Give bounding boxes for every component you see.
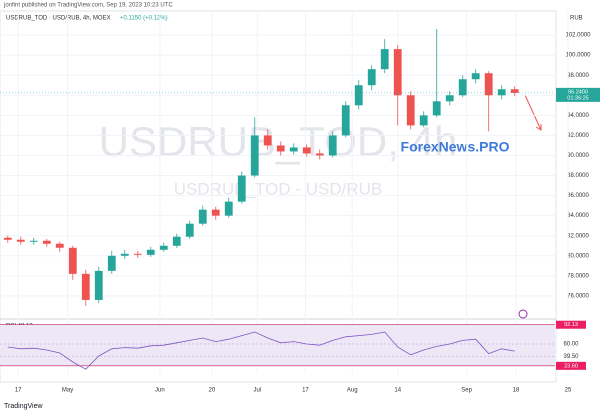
y-tick-label: 78.0000 (567, 273, 589, 279)
candle-body (198, 209, 207, 224)
forecast-arrow-head (535, 124, 542, 131)
x-tick-label: Jul (254, 388, 262, 394)
candle-body (250, 135, 259, 176)
candle-body (471, 73, 480, 80)
y-tick-label: 80.0000 (567, 253, 589, 259)
header: jonfint published on TradingView.com, Se… (3, 3, 173, 9)
candle-body (3, 237, 12, 240)
candle-body (94, 270, 103, 300)
candle-body (81, 273, 90, 300)
price-tag-countdown: 01:36:25 (567, 95, 588, 101)
forecast-arrow (524, 94, 542, 131)
candle-body (510, 89, 519, 93)
rsi-line (7, 331, 515, 370)
y-tick-label: 94.0000 (567, 113, 589, 119)
y-tick-label: 102.0000 (565, 33, 591, 39)
candle-body (29, 240, 38, 242)
candle-body (497, 89, 506, 96)
symbol: USDRUB_TOD · USD/RUB, 4h, MOEX (6, 16, 111, 22)
candle-body (237, 175, 246, 202)
candle-body (159, 245, 168, 250)
candle-body (120, 253, 129, 256)
candle-body (263, 135, 272, 146)
y-tick-label: 92.0000 (567, 133, 589, 139)
x-tick-label: 17 (302, 388, 309, 394)
y-tick-label: 82.0000 (567, 233, 589, 239)
y-tick-label: 90.0000 (567, 153, 589, 159)
price-tag-label: 96.2400 (568, 89, 588, 95)
currency: RUB (570, 16, 583, 22)
candle-body (341, 105, 350, 136)
candle-body (484, 73, 493, 96)
change: +0.1150 (+0.12%) (120, 16, 168, 22)
rsi-tick-label: 60.00 (563, 342, 579, 348)
x-tick-label: Sep (461, 388, 472, 394)
x-tick-label: 20 (209, 388, 216, 394)
rsi-level-label: 92.13 (564, 322, 578, 328)
candle-body (68, 247, 77, 274)
brand: ForexNews.PRO (401, 139, 510, 155)
candle-body (328, 135, 337, 156)
x-tick-label: 25 (565, 388, 572, 394)
candle-body (458, 79, 467, 96)
candle-body (185, 223, 194, 237)
y-tick-label: 76.0000 (567, 294, 589, 300)
candle-body (380, 49, 389, 70)
rsi-level-tag (556, 361, 586, 370)
candle-body (302, 147, 311, 154)
candle-body (354, 85, 363, 106)
candle-body (393, 49, 402, 96)
y-tick-label: 84.0000 (567, 213, 589, 219)
candle-body (55, 243, 64, 248)
y-tick-label: 86.0000 (567, 193, 589, 199)
y-tick-label: 98.0000 (567, 73, 589, 79)
event-icon (518, 309, 528, 319)
rsi-level-label: 23.60 (564, 363, 578, 369)
x-tick-label: Aug (347, 388, 358, 394)
candle-body (445, 95, 454, 102)
candle-body (172, 236, 181, 246)
candle-body (276, 145, 285, 152)
candle-body (133, 253, 142, 255)
candle-body (289, 147, 298, 152)
footer: TradingView (4, 403, 43, 410)
x-tick-label: May (62, 388, 73, 394)
y-tick-label: 88.0000 (567, 173, 589, 179)
candle-body (419, 115, 428, 126)
rsi-tick-label: 39.50 (563, 354, 579, 360)
y-tick-label: 100.0000 (565, 53, 591, 59)
candle-body (406, 95, 415, 126)
candle-body (315, 153, 324, 156)
candle-body (224, 201, 233, 216)
candle-body (107, 255, 116, 271)
rsi-level-tag (556, 320, 586, 329)
rsi-band (0, 324, 555, 366)
candle-body (211, 209, 220, 216)
price-tag (556, 87, 600, 102)
x-tick-label: 14 (394, 388, 401, 394)
candle-body (146, 249, 155, 255)
watermark-subtitle: USDRUB_TOD - USD/RUB (174, 179, 382, 198)
candle-body (432, 101, 441, 116)
candle-body (16, 239, 25, 242)
x-tick-label: Jun (155, 388, 165, 394)
candle-body (42, 240, 51, 244)
plot-frame (0, 10, 557, 383)
candle-body (367, 69, 376, 86)
x-tick-label: 17 (15, 388, 22, 394)
x-tick-label: 18 (513, 388, 520, 394)
